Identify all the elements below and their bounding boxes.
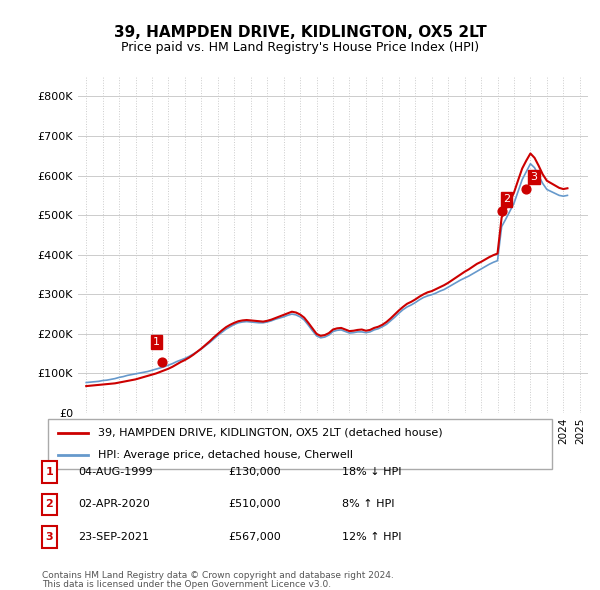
Text: 3: 3 [46,532,53,542]
Text: 18% ↓ HPI: 18% ↓ HPI [342,467,401,477]
Text: 2: 2 [503,194,510,204]
Text: 3: 3 [530,172,538,182]
Text: 2: 2 [46,500,53,509]
Text: 1: 1 [153,337,160,347]
FancyBboxPatch shape [48,419,552,469]
Text: 23-SEP-2021: 23-SEP-2021 [78,532,149,542]
Text: £510,000: £510,000 [228,500,281,509]
Text: 02-APR-2020: 02-APR-2020 [78,500,150,509]
Text: £567,000: £567,000 [228,532,281,542]
Text: 8% ↑ HPI: 8% ↑ HPI [342,500,395,509]
Text: 1: 1 [46,467,53,477]
Text: 39, HAMPDEN DRIVE, KIDLINGTON, OX5 2LT: 39, HAMPDEN DRIVE, KIDLINGTON, OX5 2LT [113,25,487,40]
Text: 04-AUG-1999: 04-AUG-1999 [78,467,152,477]
Text: 39, HAMPDEN DRIVE, KIDLINGTON, OX5 2LT (detached house): 39, HAMPDEN DRIVE, KIDLINGTON, OX5 2LT (… [98,428,443,438]
Point [497,206,506,216]
Text: Contains HM Land Registry data © Crown copyright and database right 2024.: Contains HM Land Registry data © Crown c… [42,571,394,580]
Point [157,357,166,366]
Text: £130,000: £130,000 [228,467,281,477]
Text: 12% ↑ HPI: 12% ↑ HPI [342,532,401,542]
Text: Price paid vs. HM Land Registry's House Price Index (HPI): Price paid vs. HM Land Registry's House … [121,41,479,54]
Text: HPI: Average price, detached house, Cherwell: HPI: Average price, detached house, Cher… [98,450,353,460]
Text: This data is licensed under the Open Government Licence v3.0.: This data is licensed under the Open Gov… [42,579,331,589]
Point [521,184,530,194]
